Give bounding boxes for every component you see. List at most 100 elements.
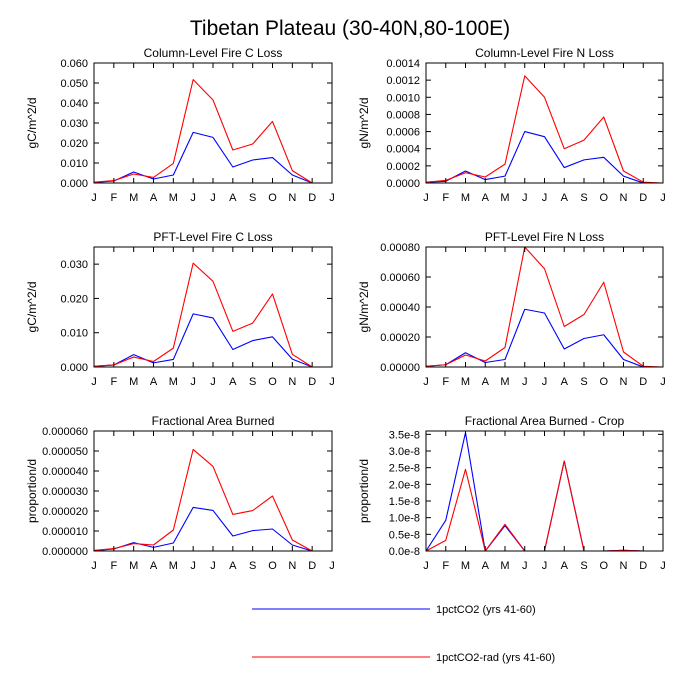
y-axis-label: proportion/d <box>25 459 39 523</box>
y-tick-label: 0.000020 <box>42 506 88 518</box>
y-tick-label: 1.5e-8 <box>389 496 420 508</box>
chart-title: PFT-Level Fire C Loss <box>153 230 272 244</box>
plot-frame <box>425 62 664 184</box>
y-tick-label: 0.0012 <box>386 75 420 87</box>
x-tick-label: O <box>268 560 277 572</box>
series-line-blue <box>425 131 663 184</box>
y-tick-label: 2.5e-8 <box>389 463 420 475</box>
x-tick-label: S <box>580 192 587 204</box>
x-tick-label: F <box>442 192 449 204</box>
x-tick-label: N <box>620 376 628 388</box>
y-tick-label: 0.5e-8 <box>389 529 420 541</box>
y-tick-label: 0.0008 <box>386 109 420 121</box>
x-tick-label: J <box>660 192 666 204</box>
x-tick-label: S <box>249 192 256 204</box>
y-tick-label: 0.000060 <box>42 426 88 438</box>
y-tick-label: 0.0000 <box>386 178 420 190</box>
x-tick-label: F <box>110 560 117 572</box>
y-tick-label: 0.000010 <box>42 526 88 538</box>
y-tick-label: 0.020 <box>60 293 88 305</box>
y-tick-label: 0.030 <box>60 118 88 130</box>
y-tick-label: 0.010 <box>60 158 88 170</box>
x-tick-label: A <box>229 376 237 388</box>
y-tick-label: 3.5e-8 <box>389 429 420 441</box>
x-tick-label: J <box>522 192 528 204</box>
y-axis-label: gN/m^2/d <box>357 98 371 149</box>
x-tick-label: M <box>129 192 138 204</box>
x-tick-label: M <box>129 560 138 572</box>
x-tick-label: A <box>482 560 490 572</box>
x-tick-label: D <box>308 560 316 572</box>
y-tick-label: 0.000040 <box>42 466 88 478</box>
x-tick-label: D <box>639 376 647 388</box>
y-tick-label: 0.0e-8 <box>389 546 420 558</box>
x-tick-label: J <box>423 192 429 204</box>
x-tick-label: N <box>288 376 296 388</box>
x-tick-label: A <box>229 560 237 572</box>
series-line-blue <box>425 308 663 368</box>
x-tick-label: J <box>423 376 429 388</box>
x-tick-label: O <box>268 376 277 388</box>
x-tick-label: J <box>190 376 196 388</box>
y-tick-label: 0.050 <box>60 78 88 90</box>
y-axis-label: gN/m^2/d <box>357 282 371 333</box>
y-tick-label: 0.000030 <box>42 486 88 498</box>
legend: 1pctCO2 (yrs 41-60) 1pctCO2-rad (yrs 41-… <box>252 604 555 664</box>
y-tick-label: 0.010 <box>60 328 88 340</box>
x-tick-label: A <box>561 560 569 572</box>
y-axis-label: proportion/d <box>357 459 371 523</box>
x-tick-label: S <box>249 560 256 572</box>
x-tick-label: N <box>620 192 628 204</box>
x-tick-label: J <box>660 376 666 388</box>
series-line-blue <box>93 313 332 368</box>
y-tick-label: 1.0e-8 <box>389 513 420 525</box>
y-tick-label: 3.0e-8 <box>389 446 420 458</box>
y-tick-label: 0.00040 <box>380 302 420 314</box>
x-tick-label: J <box>210 192 216 204</box>
chart-title: Fractional Area Burned - Crop <box>465 414 625 428</box>
x-tick-label: J <box>91 376 97 388</box>
x-tick-label: J <box>542 560 548 572</box>
x-tick-label: M <box>461 192 470 204</box>
chart-title: Column-Level Fire N Loss <box>475 46 614 60</box>
x-tick-label: D <box>308 192 316 204</box>
y-tick-label: 0.00080 <box>380 242 420 254</box>
x-tick-label: N <box>288 192 296 204</box>
x-tick-label: J <box>542 192 548 204</box>
x-tick-label: J <box>542 376 548 388</box>
x-tick-label: A <box>150 376 158 388</box>
series-line-blue <box>425 432 663 552</box>
plot-frame <box>93 62 333 184</box>
y-tick-label: 0.000 <box>60 178 88 190</box>
y-tick-label: 0.00020 <box>380 332 420 344</box>
x-tick-label: J <box>210 560 216 572</box>
x-tick-label: M <box>169 376 178 388</box>
chart-fractional-area-burned-crop: Fractional Area Burned - Crop proportion/… <box>357 414 666 572</box>
x-tick-label: N <box>288 560 296 572</box>
x-tick-label: D <box>639 192 647 204</box>
x-tick-label: A <box>482 192 490 204</box>
series-line-red <box>425 75 664 184</box>
series-line-blue <box>93 506 332 552</box>
y-tick-label: 0.040 <box>60 98 88 110</box>
y-tick-label: 2.0e-8 <box>389 479 420 491</box>
x-tick-label: D <box>639 560 647 572</box>
x-tick-label: F <box>442 560 449 572</box>
y-tick-label: 0.00060 <box>380 272 420 284</box>
x-tick-label: F <box>442 376 449 388</box>
x-tick-label: J <box>423 560 429 572</box>
y-tick-label: 0.020 <box>60 138 88 150</box>
plot-frame <box>93 430 333 552</box>
y-tick-label: 0.000000 <box>42 546 88 558</box>
chart-title: Column-Level Fire C Loss <box>144 46 283 60</box>
legend-label-1pctco2-rad: 1pctCO2-rad (yrs 41-60) <box>436 652 555 664</box>
series-line-blue <box>93 131 332 184</box>
plot-frame <box>425 246 664 368</box>
figure-title: Tibetan Plateau (30-40N,80-100E) <box>190 17 510 40</box>
x-tick-label: M <box>500 560 509 572</box>
x-tick-label: J <box>522 376 528 388</box>
